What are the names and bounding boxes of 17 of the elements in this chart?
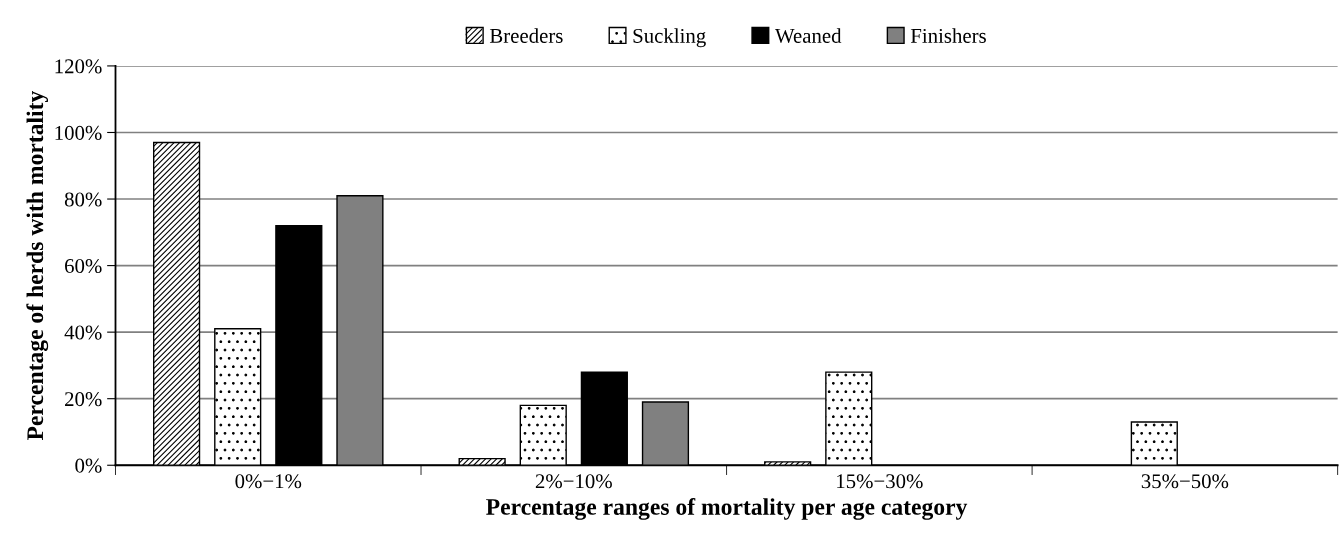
y-tick-label: 120% [55, 59, 102, 74]
y-tick-label: 20% [65, 392, 102, 407]
y-tick-label: 80% [64, 192, 102, 207]
y-tick-label: 100% [55, 125, 102, 140]
y-axis-title: Percentage of herds with mortality [26, 90, 49, 441]
x-tick-label: 2%−10% [535, 474, 612, 489]
x-tick-label: 0%−1% [235, 474, 302, 489]
legend-label: Finishers [910, 28, 986, 43]
x-tick-label: 15%−30% [837, 474, 923, 489]
y-tick-label: 40% [64, 325, 102, 340]
x-axis-title: Percentage ranges of mortality per age category [486, 498, 968, 520]
x-tick-label: 35%−50% [1141, 474, 1229, 489]
y-tick-label: 60% [65, 258, 102, 274]
legend-label: Breeders [489, 28, 563, 43]
legend-label: Weaned [774, 28, 842, 43]
y-tick-label: 0% [75, 458, 102, 473]
legend-label: Suckling [633, 28, 706, 48]
